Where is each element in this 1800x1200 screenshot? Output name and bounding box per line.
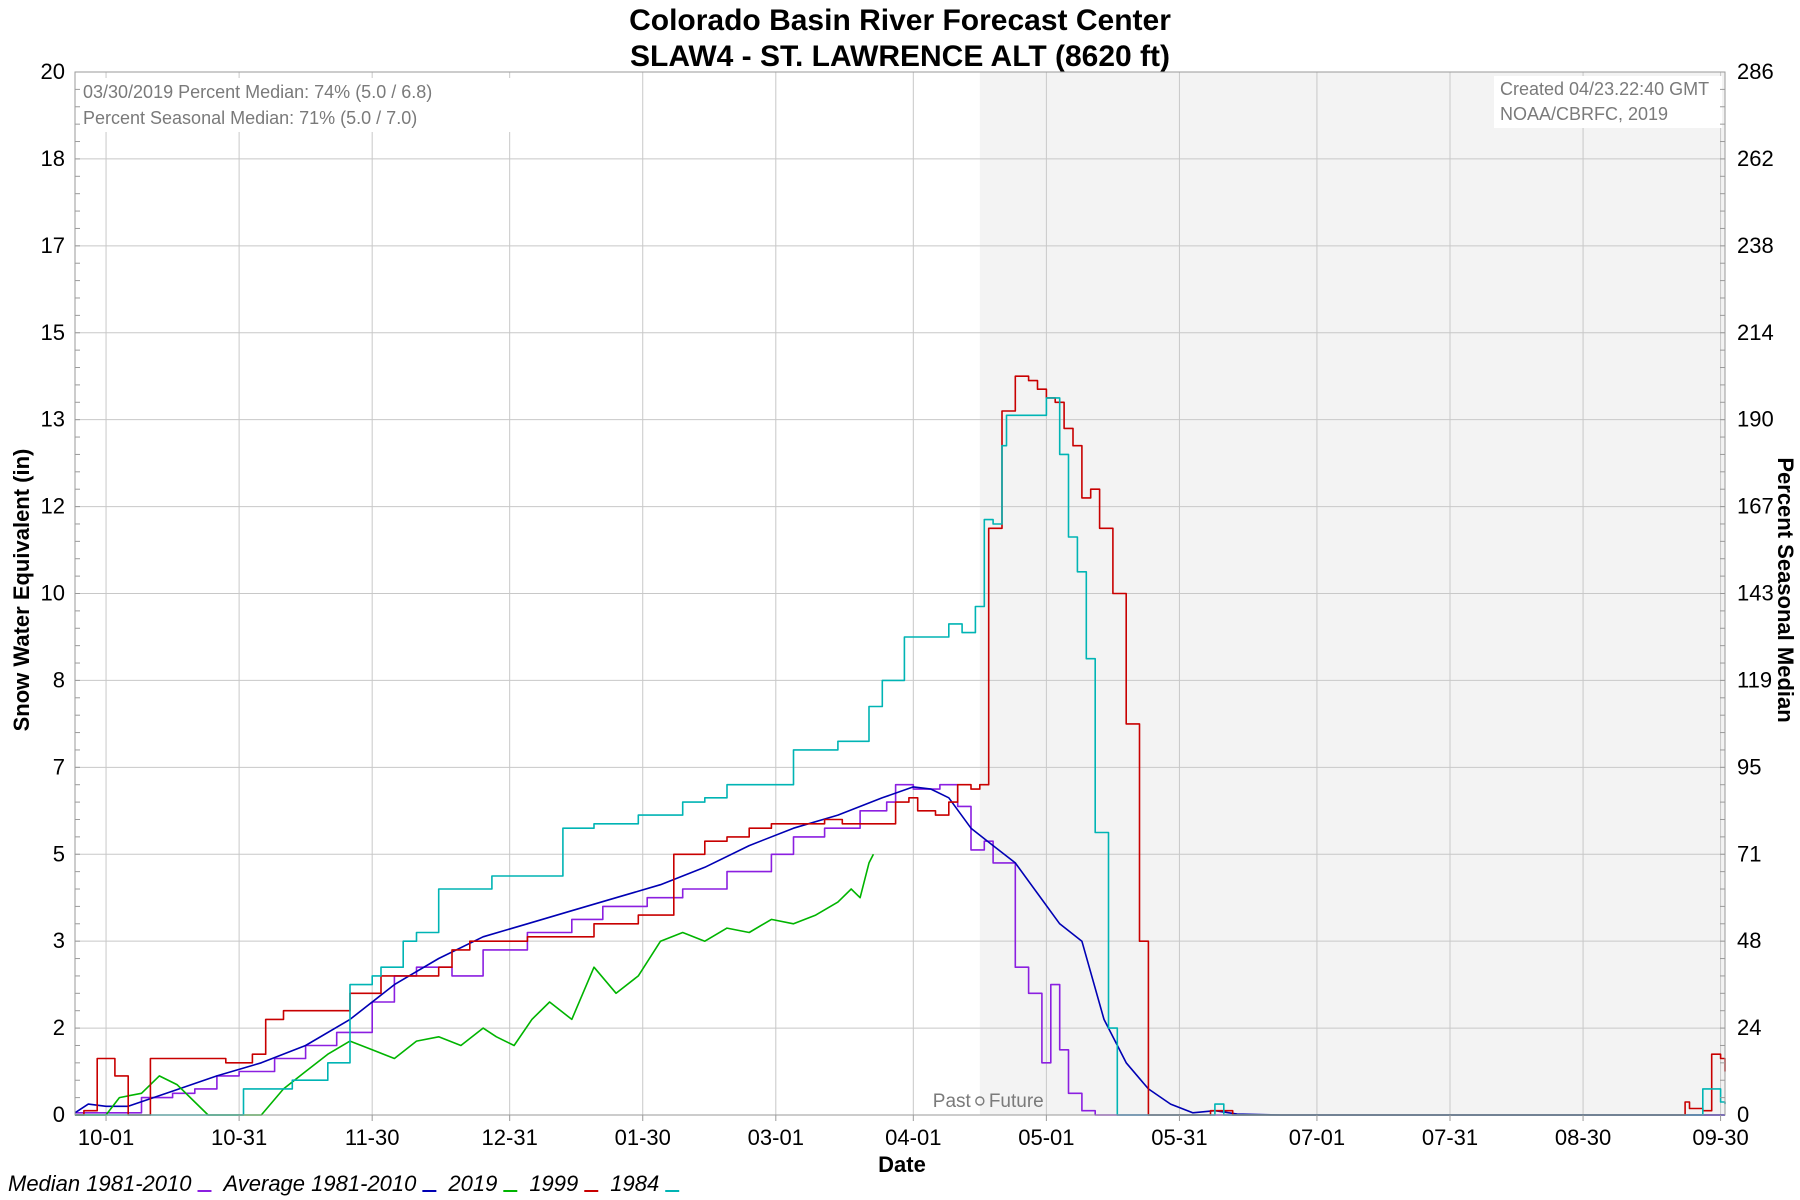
y2-tick-label: 119 [1737,667,1772,692]
y-tick-label: 18 [41,146,65,171]
forecast-divider-icon [975,1096,985,1106]
chart-title: Colorado Basin River Forecast Center [629,4,1171,37]
y-tick-label: 13 [41,407,65,432]
legend-label-3: 1999 [529,1171,578,1196]
legend: Median 1981-2010 Average 1981-2010 2019 199… [8,1171,680,1196]
x-tick-label: 01-30 [615,1125,671,1150]
x-tick-label: 08-30 [1555,1125,1611,1150]
x-tick-label: 07-31 [1422,1125,1478,1150]
y-tick-label: 5 [53,841,65,866]
y2-tick-label: 167 [1737,494,1774,519]
x-axis-label: Date [878,1152,926,1177]
series-line-4 [75,397,1726,1116]
percent-median-text: 03/30/2019 Percent Median: 74% (5.0 / 6.… [83,82,432,102]
y-tick-label: 8 [53,667,65,692]
x-axis: 10-01 10-31 11-30 12-31 01-30 03-01 04-01 05-01… [78,1115,1749,1150]
y-tick-label: 15 [41,320,65,345]
x-tick-label: 10-31 [211,1125,267,1150]
legend-label-1: Average 1981-2010 [221,1171,417,1196]
created-text: Created 04/23.22:40 GMT [1500,79,1709,99]
x-tick-label: 04-01 [885,1125,941,1150]
y-tick-label: 2 [53,1015,65,1040]
future-label: Future [989,1091,1044,1112]
y2-tick-label: 238 [1737,233,1774,258]
y2-tick-label: 95 [1737,754,1761,779]
y-axis-right: 0 24 48 71 95 119 143 167 190 214 238 262 286 [1720,59,1774,1127]
y-tick-label: 12 [41,494,65,519]
y-tick-label: 20 [41,59,65,84]
x-tick-label: 10-01 [78,1125,134,1150]
past-future-marker: Past Future [933,1091,1044,1112]
x-tick-label: 11-30 [345,1125,400,1150]
y2-tick-label: 71 [1737,841,1761,866]
y2-tick-label: 190 [1737,407,1774,432]
legend-label-2: 2019 [447,1171,497,1196]
x-tick-label: 05-01 [1018,1125,1074,1150]
x-tick-label: 07-01 [1289,1125,1345,1150]
series-lines [74,375,1726,1116]
series-line-0 [75,783,1725,1116]
series-line-3 [75,375,1726,1116]
y2-axis-label: Percent Seasonal Median [1773,457,1798,722]
y-tick-label: 7 [53,754,65,779]
y2-tick-label: 24 [1737,1015,1761,1040]
legend-label-0: Median 1981-2010 [8,1171,192,1196]
chart-subtitle: SLAW4 - ST. LAWRENCE ALT (8620 ft) [630,40,1170,73]
y-axis-left: 0 2 3 5 7 8 10 12 13 15 17 18 20 [41,59,80,1127]
series-line-1 [74,786,1725,1116]
x-tick-label: 03-01 [748,1125,804,1150]
y2-tick-label: 0 [1737,1102,1749,1127]
y-tick-label: 10 [41,581,65,606]
info-box-right: Created 04/23.22:40 GMT NOAA/CBRFC, 2019 [1494,76,1722,128]
y2-tick-label: 214 [1737,320,1774,345]
percent-seasonal-median-text: Percent Seasonal Median: 71% (5.0 / 7.0) [83,108,417,128]
series-line-2 [75,853,875,1116]
x-tick-label: 09-30 [1692,1125,1748,1150]
y-tick-label: 0 [53,1102,65,1127]
info-box-left: 03/30/2019 Percent Median: 74% (5.0 / 6.… [76,78,512,132]
y2-tick-label: 48 [1737,928,1761,953]
y2-tick-label: 143 [1737,581,1774,606]
y2-tick-label: 286 [1737,59,1774,84]
x-tick-label: 05-31 [1151,1125,1207,1150]
y-tick-label: 3 [53,928,65,953]
past-label: Past [933,1091,972,1112]
y-axis-label: Snow Water Equivalent (in) [9,449,34,732]
credit-text: NOAA/CBRFC, 2019 [1500,104,1668,124]
y-tick-label: 17 [41,233,65,258]
legend-label-4: 1984 [610,1171,659,1196]
y2-tick-label: 262 [1737,146,1774,171]
x-tick-label: 12-31 [482,1125,538,1150]
